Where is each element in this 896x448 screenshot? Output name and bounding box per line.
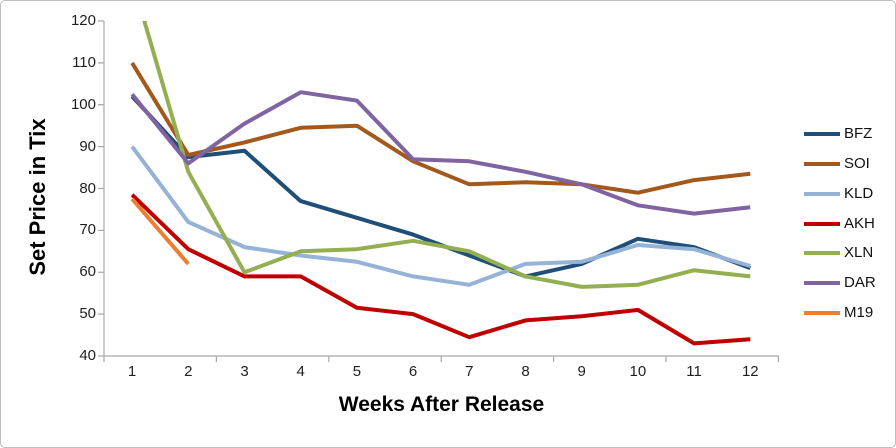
series-line-akh [130,193,751,346]
x-axis-title: Weeks After Release [338,393,545,416]
x-tick-label: 9 [577,363,586,380]
y-tick-label: 60 [79,263,96,281]
x-tick-label: 6 [408,363,418,380]
legend-entry-m19: M19 [804,304,873,322]
legend-swatch-kld [804,191,840,196]
y-tick-label: 80 [79,179,96,197]
legend-swatch-bfz [804,132,840,136]
x-tick-label: 3 [240,363,249,380]
y-tick-label: 40 [79,347,96,364]
x-tick-label: 4 [296,363,305,380]
legend-label: DAR [844,274,876,292]
x-tick-label: 12 [741,363,759,380]
x-tick-label: 5 [352,363,362,380]
legend-entry-dar: DAR [804,274,876,292]
x-tick-label: 8 [521,363,530,380]
series-line-dar [130,90,751,216]
legend-entry-bfz: BFZ [804,125,872,143]
legend-swatch-dar [804,281,840,286]
legend-swatch-soi [804,161,840,166]
series-line-kld [130,145,751,287]
series-line-xln [142,21,751,289]
y-tick-label: 120 [70,12,96,29]
x-tick-label: 7 [465,363,474,380]
y-tick-label: 90 [79,137,96,155]
legend-entry-xln: XLN [804,244,873,262]
legend-label: BFZ [844,125,873,142]
legend-swatch-xln [804,251,840,256]
y-tick-label: 110 [72,53,96,71]
y-tick-label: 70 [79,221,96,239]
legend-entry-kld: KLD [804,185,873,203]
legend-label: AKH [844,214,875,232]
legend-swatch-akh [804,221,840,226]
legend-label: XLN [844,244,874,262]
legend-label: KLD [844,184,874,202]
legend-swatch-m19 [804,311,840,316]
series-line-soi [130,61,751,195]
legend-label: SOI [844,154,870,172]
series-line-m19 [130,197,190,266]
legend-entry-akh: AKH [804,215,875,233]
legend-entry-soi: SOI [804,155,870,173]
x-tick-label: 1 [127,363,137,380]
x-tick-label: 10 [629,363,647,380]
x-tick-label: 2 [184,363,193,380]
x-tick-label: 11 [686,363,702,380]
y-tick-label: 100 [70,95,96,113]
y-tick-label: 50 [79,305,96,323]
legend-label: M19 [844,304,874,322]
y-axis-title: Set Price in Tix [25,118,50,276]
